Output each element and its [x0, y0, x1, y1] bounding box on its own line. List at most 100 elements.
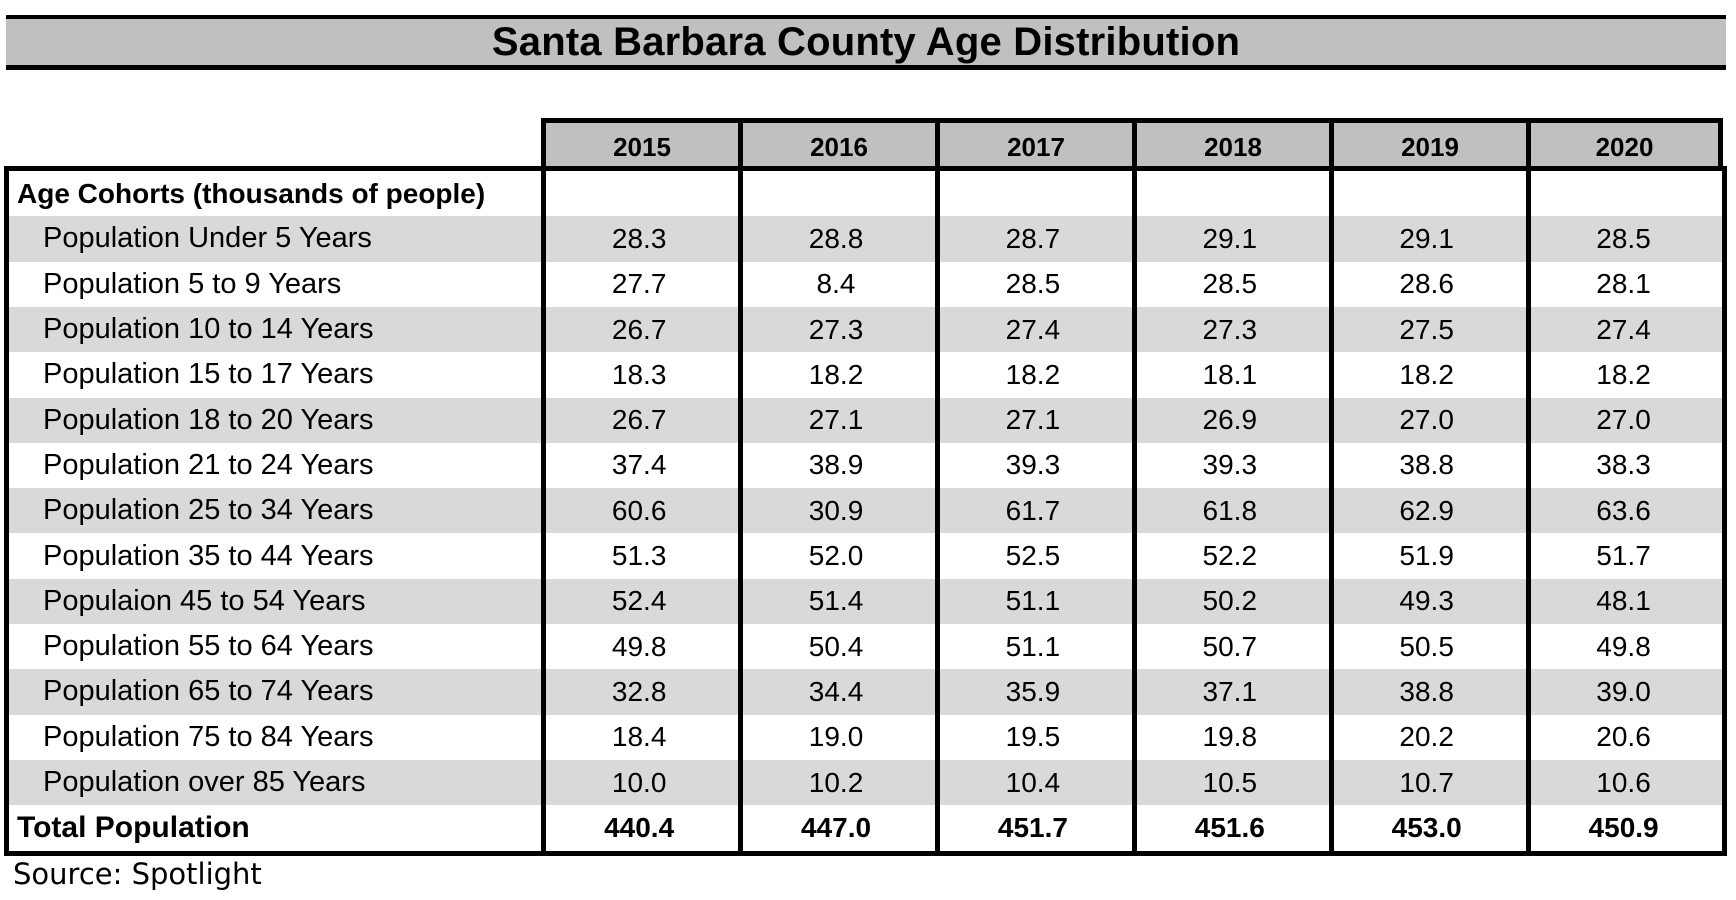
table-row: Population 10 to 14 Years 26.7 27.3 27.4 27.…	[9, 306, 1722, 353]
row-label: Population 21 to 24 Years	[43, 448, 374, 481]
cell-2020: 63.6	[1596, 494, 1651, 526]
cell-2019: 10.7	[1399, 766, 1454, 798]
cell-2018: 29.1	[1202, 222, 1258, 254]
cell-2020: 38.3	[1596, 449, 1651, 481]
cell-2020: 450.9	[1588, 811, 1659, 843]
cell-2020: 18.2	[1596, 358, 1651, 390]
cell-2018: 19.8	[1202, 721, 1258, 753]
row-label: Total Population	[17, 810, 250, 844]
cell-2020: 27.4	[1596, 313, 1651, 345]
cell-2018: 50.2	[1202, 585, 1258, 617]
cell-2018: 18.1	[1202, 358, 1258, 390]
table-row: Population 21 to 24 Years 37.4 38.9 39.3 39.…	[9, 443, 1722, 488]
cell-2016: 10.2	[808, 766, 864, 798]
cell-2018: 61.8	[1202, 494, 1258, 526]
year-header-2020: 2020	[1526, 118, 1723, 171]
row-label: Population 55 to 64 Years	[43, 630, 374, 663]
cell-2016: 27.1	[808, 404, 864, 436]
cell-2015: 52.4	[611, 585, 667, 617]
cell-2018: 37.1	[1202, 675, 1258, 707]
cell-2016: 51.4	[808, 585, 864, 617]
cell-2018: 451.6	[1194, 811, 1265, 843]
cell-2016: 50.4	[808, 630, 864, 662]
cell-2019: 29.1	[1399, 222, 1454, 254]
cell-2015: 51.3	[611, 540, 667, 572]
row-label: Population over 85 Years	[43, 766, 366, 799]
year-header-2018: 2018	[1132, 118, 1329, 171]
cell-2016: 52.0	[808, 540, 864, 572]
cell-2019: 51.9	[1399, 540, 1454, 572]
cell-2016: 27.3	[808, 313, 864, 345]
cell-2015: 26.7	[611, 313, 667, 345]
row-label: Population 65 to 74 Years	[43, 675, 374, 708]
cell-2017: 28.7	[1005, 222, 1061, 254]
page-title: Santa Barbara County Age Distribution	[491, 19, 1241, 64]
cell-2017: 10.4	[1005, 766, 1061, 798]
cell-2015: 26.7	[611, 404, 667, 436]
cell-2018: 52.2	[1202, 540, 1258, 572]
cell-2019: 18.2	[1399, 358, 1454, 390]
cell-2017: 61.7	[1005, 494, 1061, 526]
cell-2016: 18.2	[808, 358, 864, 390]
age-table: Age Cohorts (thousands of people) Populat…	[4, 166, 1727, 856]
cell-2020: 48.1	[1596, 585, 1651, 617]
cell-2015: 60.6	[611, 494, 667, 526]
cell-2017: 27.1	[1005, 404, 1061, 436]
total-row: Total Population 440.4 447.0 451.7 451.6 453.…	[9, 805, 1722, 850]
cell-2017: 52.5	[1005, 540, 1061, 572]
cell-2019: 49.3	[1399, 585, 1454, 617]
cell-2015: 440.4	[604, 811, 675, 843]
cell-2019: 38.8	[1399, 449, 1454, 481]
row-label: Population 5 to 9 Years	[43, 267, 342, 300]
row-label: Population 25 to 34 Years	[43, 494, 374, 527]
row-label: Population 75 to 84 Years	[43, 720, 374, 753]
cell-2019: 62.9	[1399, 494, 1454, 526]
cell-2017: 27.4	[1005, 313, 1061, 345]
table-row: Population 5 to 9 Years 27.7 8.4 28.5 28.5 28…	[9, 262, 1722, 307]
table-row: Population Under 5 Years 28.3 28.8 28.7 29.1…	[9, 216, 1722, 262]
cell-2018: 39.3	[1202, 449, 1258, 481]
row-label: Age Cohorts (thousands of people)	[17, 177, 486, 209]
cell-2020: 27.0	[1596, 404, 1651, 436]
row-label: Population 35 to 44 Years	[43, 539, 374, 572]
cell-2015: 18.4	[611, 721, 667, 753]
year-header-2016: 2016	[738, 118, 935, 171]
table-row: Population 75 to 84 Years 18.4 19.0 19.5 19.…	[9, 715, 1722, 760]
table-row: Population 18 to 20 Years 26.7 27.1 27.1 26.…	[9, 397, 1722, 443]
table-row: Population 55 to 64 Years 49.8 50.4 51.1 50.…	[9, 624, 1722, 669]
row-label: Population 10 to 14 Years	[43, 313, 374, 346]
cell-2016: 34.4	[808, 675, 864, 707]
column-divider	[1132, 171, 1137, 851]
column-divider	[935, 171, 940, 851]
cell-2020: 28.5	[1596, 222, 1651, 254]
row-label: Populaion 45 to 54 Years	[43, 584, 366, 617]
row-label: Population 18 to 20 Years	[43, 403, 374, 436]
cell-2020: 10.6	[1596, 766, 1651, 798]
title-bar: Santa Barbara County Age Distribution	[6, 15, 1726, 70]
column-divider	[1526, 171, 1531, 851]
cell-2020: 39.0	[1596, 675, 1651, 707]
cell-2017: 19.5	[1005, 721, 1061, 753]
source-note: Source: Spotlight	[13, 857, 262, 891]
row-label: Population 15 to 17 Years	[43, 358, 374, 391]
year-header-2017: 2017	[935, 118, 1132, 171]
row-label: Population Under 5 Years	[43, 222, 372, 255]
cell-2016: 447.0	[800, 811, 872, 843]
cell-2016: 28.8	[808, 222, 864, 254]
cell-2015: 32.8	[611, 675, 667, 707]
cell-2019: 50.5	[1399, 630, 1454, 662]
cell-2019: 27.5	[1399, 313, 1454, 345]
table-row: Population 25 to 34 Years 60.6 30.9 61.7 61.…	[9, 488, 1722, 534]
cell-2017: 451.7	[997, 811, 1068, 843]
table-row: Population 35 to 44 Years 51.3 52.0 52.5 52.…	[9, 533, 1722, 578]
year-header-row: 2015 2016 2017 2018 2019 2020	[541, 118, 1723, 171]
year-header-2015: 2015	[541, 118, 738, 171]
cell-2020: 49.8	[1596, 630, 1651, 662]
cell-2019: 453.0	[1391, 811, 1462, 843]
cell-2015: 27.7	[611, 268, 667, 300]
cell-2019: 27.0	[1399, 404, 1454, 436]
cell-2017: 39.3	[1005, 449, 1061, 481]
cell-2018: 28.5	[1202, 268, 1258, 300]
table-row: Populaion 45 to 54 Years 52.4 51.4 51.1 50.2…	[9, 578, 1722, 624]
cell-2019: 38.8	[1399, 675, 1454, 707]
